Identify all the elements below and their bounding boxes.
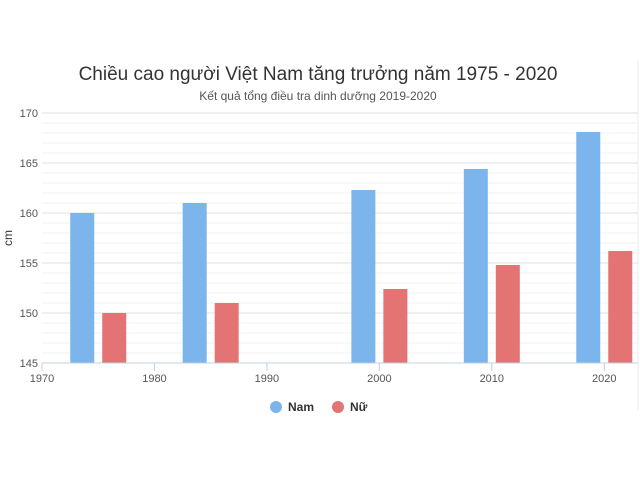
y-tick-label: 170 [20, 108, 38, 120]
x-axis-ticks: 1970 1980 1990 2000 2010 2020 [30, 363, 617, 385]
y-tick-label: 155 [20, 258, 38, 270]
bar-n--2000[interactable] [383, 289, 408, 363]
legend-label: Nam [288, 400, 314, 414]
bar-n--2010[interactable] [495, 265, 520, 363]
legend[interactable]: Nam Nữ [270, 400, 368, 414]
legend-item-0[interactable]: Nam [270, 400, 314, 414]
bars [70, 132, 633, 363]
legend-marker [270, 401, 282, 413]
bar-nam-2000[interactable] [351, 190, 376, 363]
bar-n--1985[interactable] [214, 303, 239, 363]
y-axis-label: cm [1, 230, 15, 246]
chart-subtitle: Kết quả tổng điều tra dinh dưỡng 2019-20… [199, 89, 437, 103]
x-tick-label: 2020 [592, 373, 616, 385]
bar-nam-1975[interactable] [70, 213, 95, 363]
bar-nam-1985[interactable] [182, 203, 207, 363]
bar-n--1975[interactable] [102, 313, 127, 363]
chart-title: Chiều cao người Việt Nam tăng trưởng năm… [79, 64, 558, 85]
bar-nam-2010[interactable] [463, 169, 488, 363]
x-tick-label: 1970 [30, 373, 54, 385]
legend-label: Nữ [350, 400, 368, 414]
y-tick-label: 165 [20, 158, 38, 170]
y-axis-ticks: 145 150 155 160 165 170 [20, 108, 38, 370]
bar-n--2020[interactable] [608, 251, 633, 363]
x-tick-label: 2000 [367, 373, 391, 385]
grid [42, 112, 638, 354]
x-tick-label: 1980 [142, 373, 166, 385]
legend-marker [332, 401, 344, 413]
x-tick-label: 1990 [255, 373, 279, 385]
x-tick-label: 2010 [480, 373, 504, 385]
legend-item-1[interactable]: Nữ [332, 400, 368, 414]
y-tick-label: 160 [20, 208, 38, 220]
y-tick-label: 145 [20, 358, 38, 370]
bar-nam-2020[interactable] [576, 132, 601, 363]
y-tick-label: 150 [20, 308, 38, 320]
